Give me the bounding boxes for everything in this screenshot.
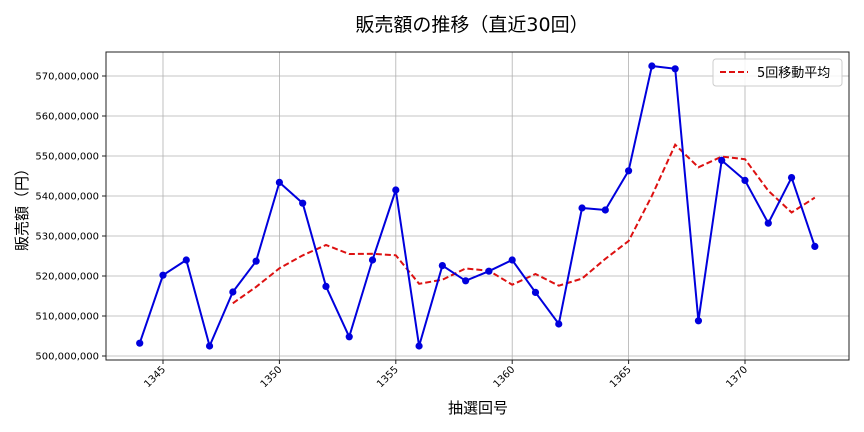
y-tick-label: 550,000,000 [35, 152, 99, 163]
y-tick-label: 560,000,000 [35, 112, 99, 123]
data-point-marker [811, 242, 819, 250]
x-axis-ticks: 1345 1350 1355 1360 1365 1370 [142, 360, 750, 390]
y-tick-label: 510,000,000 [35, 312, 99, 323]
data-point-marker [555, 320, 563, 328]
data-point-marker [368, 256, 377, 264]
data-point-marker [462, 277, 470, 285]
y-axis-ticks: 500,000,000 510,000,000 520,000,000 530,000… [35, 72, 106, 363]
y-tick-label: 540,000,000 [35, 192, 99, 203]
moving-average-series [232, 142, 816, 305]
moving-average-line [232, 142, 816, 305]
x-tick-label: 1360 [492, 364, 518, 390]
data-point-marker [787, 174, 796, 182]
y-tick-label: 570,000,000 [35, 72, 99, 83]
sales-line [138, 64, 816, 350]
y-tick-label: 530,000,000 [35, 232, 99, 243]
chart-title: 販売額の推移（直近30回） [355, 14, 588, 36]
x-axis-label: 抽選回号 [448, 399, 508, 417]
grid-lines [106, 52, 849, 360]
data-point-marker [718, 156, 726, 164]
plot-frame [105, 51, 850, 361]
data-point-marker [392, 186, 400, 194]
data-point-marker [159, 271, 167, 279]
x-tick-label: 1355 [375, 364, 401, 390]
data-point-marker [415, 342, 423, 350]
data-point-marker [252, 257, 260, 265]
data-point-marker [299, 199, 307, 207]
data-point-marker [508, 256, 516, 264]
data-point-marker [741, 176, 749, 184]
data-point-marker [345, 333, 353, 341]
x-tick-label: 1350 [259, 364, 285, 390]
data-point-marker [601, 206, 609, 214]
data-point-marker [136, 339, 144, 347]
y-tick-label: 500,000,000 [35, 352, 99, 363]
data-point-marker [578, 204, 586, 212]
legend-label-ma: 5回移動平均 [757, 66, 830, 81]
x-tick-label: 1345 [142, 364, 168, 390]
data-point-marker [322, 282, 330, 290]
sales-series [136, 62, 819, 350]
data-point-marker [275, 178, 283, 186]
data-point-marker [671, 65, 679, 73]
data-point-marker [531, 288, 540, 296]
x-tick-label: 1370 [724, 364, 750, 390]
data-point-marker [485, 267, 493, 275]
x-tick-label: 1365 [608, 364, 634, 390]
data-point-marker [694, 317, 703, 325]
data-point-marker [648, 62, 656, 70]
y-axis-label: 販売額（円） [13, 161, 31, 251]
data-point-marker [182, 256, 190, 264]
y-tick-label: 520,000,000 [35, 272, 99, 283]
data-point-marker [229, 288, 237, 296]
data-point-marker [205, 342, 214, 350]
legend-box [712, 58, 843, 87]
data-point-marker [625, 167, 633, 175]
data-point-marker [438, 262, 446, 270]
data-point-marker [764, 219, 772, 227]
legend: 5回移動平均 [712, 58, 843, 87]
